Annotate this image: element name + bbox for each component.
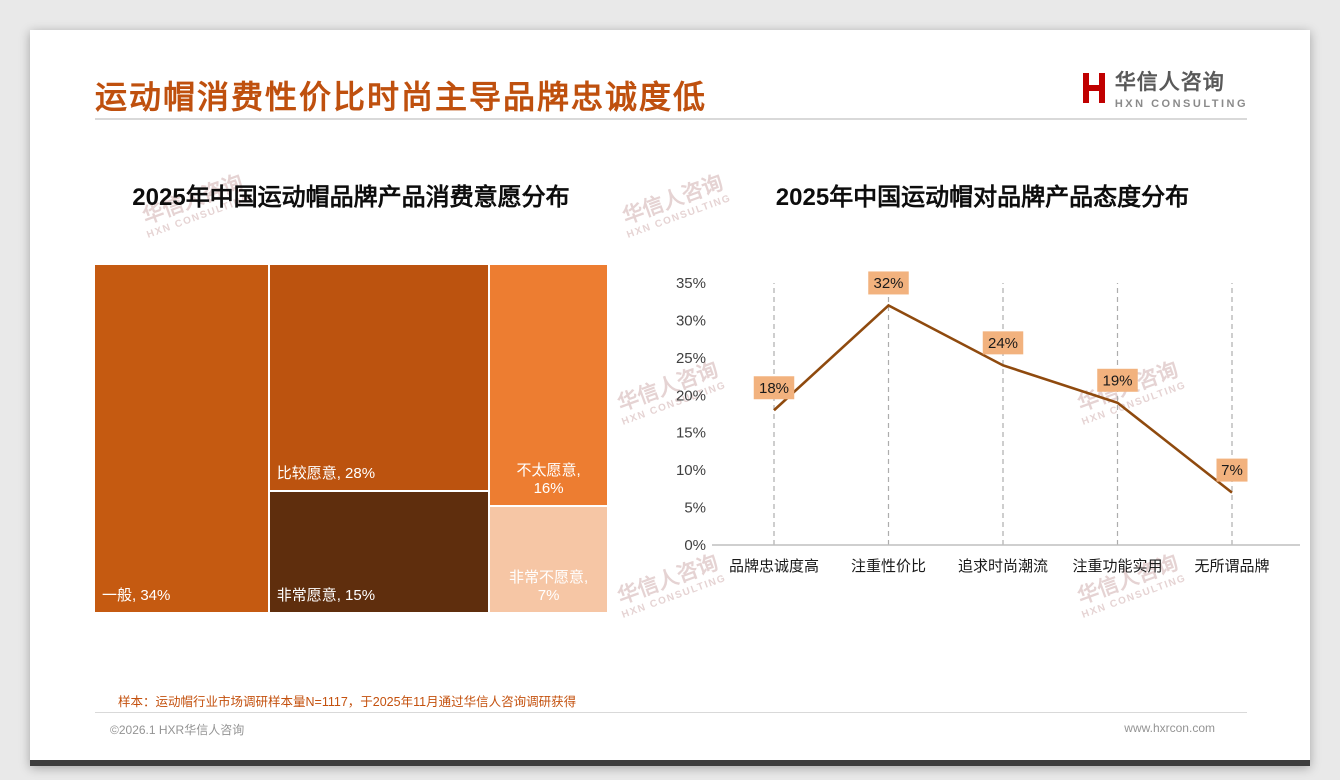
footer-url[interactable]: www.hxrcon.com [1124, 721, 1215, 735]
data-label: 19% [1102, 372, 1132, 389]
line-chart-title: 2025年中国运动帽对品牌产品态度分布 [775, 184, 1190, 211]
x-tick-label: 追求时尚潮流 [958, 558, 1048, 575]
data-label: 24% [988, 335, 1018, 352]
treemap-cell: 非常不愿意, 7% [490, 507, 607, 612]
y-tick-label: 30% [676, 312, 706, 329]
footer-divider [95, 712, 1247, 713]
title-divider [95, 118, 1247, 120]
treemap-cell: 比较愿意, 28% [269, 265, 489, 490]
slide-card: 华信人咨询 HXN CONSULTING 华信人咨询 HXN CONSULTIN… [30, 30, 1310, 766]
data-label-bg [753, 376, 795, 400]
y-tick-label: 15% [676, 425, 706, 442]
treemap-cell-label: 比较愿意, 28% [276, 464, 376, 482]
treemap-cell-label: 不太愿意, 16% [516, 461, 581, 498]
y-tick-label: 10% [676, 462, 706, 479]
logo-text: 华信人咨询 HXN CONSULTING [1115, 66, 1248, 110]
y-tick-label: 20% [676, 387, 706, 404]
sample-note: 样本：运动帽行业市场调研样本量N=1117，于2025年11月通过华信人咨询调研… [118, 695, 577, 709]
y-tick-label: 5% [684, 500, 706, 517]
logo: 华信人咨询 HXN CONSULTING [1081, 66, 1248, 110]
data-label: 18% [759, 380, 789, 397]
logo-subtitle: HXN CONSULTING [1114, 98, 1248, 110]
treemap-cell: 不太愿意, 16% [490, 265, 607, 505]
y-tick-label: 35% [676, 275, 706, 292]
data-label-bg [868, 271, 909, 295]
line-series [773, 303, 1233, 494]
footer-copyright: ©2026.1 HXR华信人咨询 [110, 723, 245, 737]
y-tick-label: 25% [676, 350, 706, 367]
x-tick-label: 品牌忠诚度高 [729, 558, 819, 575]
treemap-chart: 一般, 34% 比较愿意, 28% 非常愿意, 15% 不太愿意, 16% 非常不愿意,… [95, 265, 607, 612]
treemap-cell-label: 非常不愿意, 7% [508, 568, 589, 605]
treemap-cell-label: 非常愿意, 15% [276, 587, 376, 605]
data-label: 32% [873, 275, 903, 292]
data-label-bg [982, 331, 1024, 355]
x-tick-label: 无所谓品牌 [1194, 558, 1269, 575]
x-tick-label: 注重功能实用 [1072, 558, 1162, 575]
treemap-cell-label: 一般, 34% [102, 587, 171, 605]
treemap-column: 比较愿意, 28% 非常愿意, 15% [269, 265, 489, 612]
data-label-bg [1216, 458, 1248, 482]
treemap-column: 一般, 34% [95, 265, 268, 612]
page-title: 运动帽消费性价比时尚主导品牌忠诚度低 [95, 79, 708, 115]
treemap-cell: 非常愿意, 15% [269, 491, 489, 612]
logo-h-icon [1082, 73, 1105, 103]
logo-name: 华信人咨询 [1114, 71, 1225, 94]
treemap-chart-title: 2025年中国运动帽品牌产品消费意愿分布 [132, 184, 570, 211]
line-chart: 0% 5% 10% 15% 20% 25% 30% 35% 18% 32% 24% 19% 7% 品牌忠诚… [676, 271, 1300, 575]
y-tick-label: 0% [684, 537, 706, 554]
treemap-column: 不太愿意, 16% 非常不愿意, 7% [490, 265, 607, 612]
data-label-bg [1097, 368, 1138, 392]
data-label: 7% [1221, 462, 1243, 479]
treemap-cell: 一般, 34% [95, 265, 268, 612]
x-tick-label: 注重性价比 [851, 558, 926, 575]
